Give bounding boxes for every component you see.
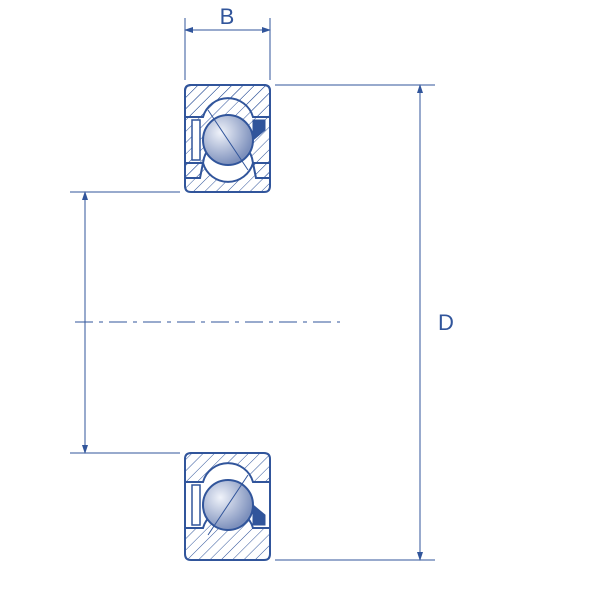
label-D: D [438, 310, 454, 335]
bottom-bearing-section [185, 453, 270, 560]
bearing-cross-section: B D [0, 0, 600, 600]
diagram-container: B D [0, 0, 600, 600]
dimension-D: D [275, 85, 454, 560]
label-B: B [220, 4, 235, 29]
dimension-B: B [185, 4, 270, 80]
